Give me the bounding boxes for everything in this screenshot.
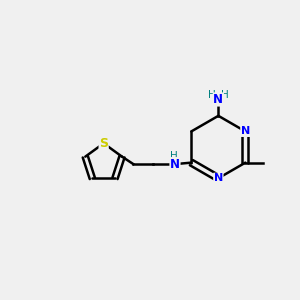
Text: H: H	[169, 151, 177, 161]
Text: S: S	[99, 137, 108, 150]
Text: N: N	[214, 173, 223, 183]
Text: H: H	[208, 90, 216, 100]
Text: H: H	[221, 90, 229, 100]
Text: N: N	[241, 126, 250, 136]
Text: N: N	[213, 93, 224, 106]
Text: N: N	[170, 158, 180, 171]
